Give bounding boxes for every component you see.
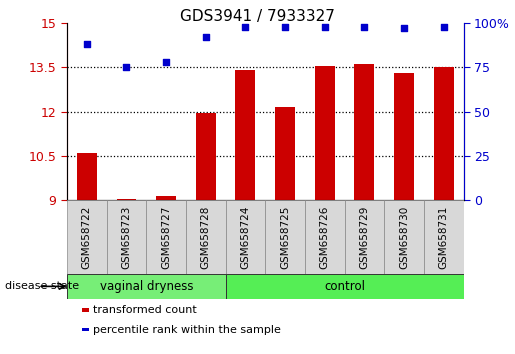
Point [281, 24, 289, 29]
Text: GSM658731: GSM658731 [439, 205, 449, 269]
Bar [394, 73, 414, 200]
Bar [434, 67, 454, 200]
Text: transformed count: transformed count [93, 306, 197, 315]
Bar [146, 200, 186, 274]
Point [202, 34, 210, 40]
Text: GSM658728: GSM658728 [201, 205, 211, 269]
Text: GSM658722: GSM658722 [82, 205, 92, 269]
Text: disease state: disease state [5, 281, 79, 291]
Text: GSM658729: GSM658729 [359, 205, 369, 269]
Point [123, 64, 131, 70]
Text: GDS3941 / 7933327: GDS3941 / 7933327 [180, 9, 335, 24]
Bar [305, 200, 345, 274]
Bar [345, 200, 384, 274]
Bar [186, 200, 226, 274]
Bar [77, 153, 97, 200]
Bar [275, 107, 295, 200]
Bar [384, 200, 424, 274]
Text: GSM658723: GSM658723 [122, 205, 131, 269]
Point [320, 24, 329, 29]
Bar [67, 274, 226, 299]
Point [82, 41, 91, 47]
Text: GSM658724: GSM658724 [241, 205, 250, 269]
Text: control: control [324, 280, 365, 293]
Text: GSM658730: GSM658730 [399, 206, 409, 269]
Bar [156, 195, 176, 200]
Text: GSM658727: GSM658727 [161, 205, 171, 269]
Text: vaginal dryness: vaginal dryness [99, 280, 193, 293]
Bar [226, 200, 265, 274]
Bar [424, 200, 464, 274]
Bar [226, 274, 464, 299]
Point [440, 24, 448, 29]
Bar [265, 200, 305, 274]
Bar [67, 200, 107, 274]
Bar [107, 200, 146, 274]
Point [162, 59, 170, 65]
Bar [235, 70, 255, 200]
Point [360, 24, 369, 29]
Text: percentile rank within the sample: percentile rank within the sample [93, 325, 281, 335]
Bar [354, 64, 374, 200]
Bar [196, 113, 216, 200]
Bar [116, 199, 136, 200]
Text: GSM658726: GSM658726 [320, 205, 330, 269]
Bar [315, 66, 335, 200]
Point [400, 25, 408, 31]
Text: GSM658725: GSM658725 [280, 205, 290, 269]
Point [241, 24, 249, 29]
